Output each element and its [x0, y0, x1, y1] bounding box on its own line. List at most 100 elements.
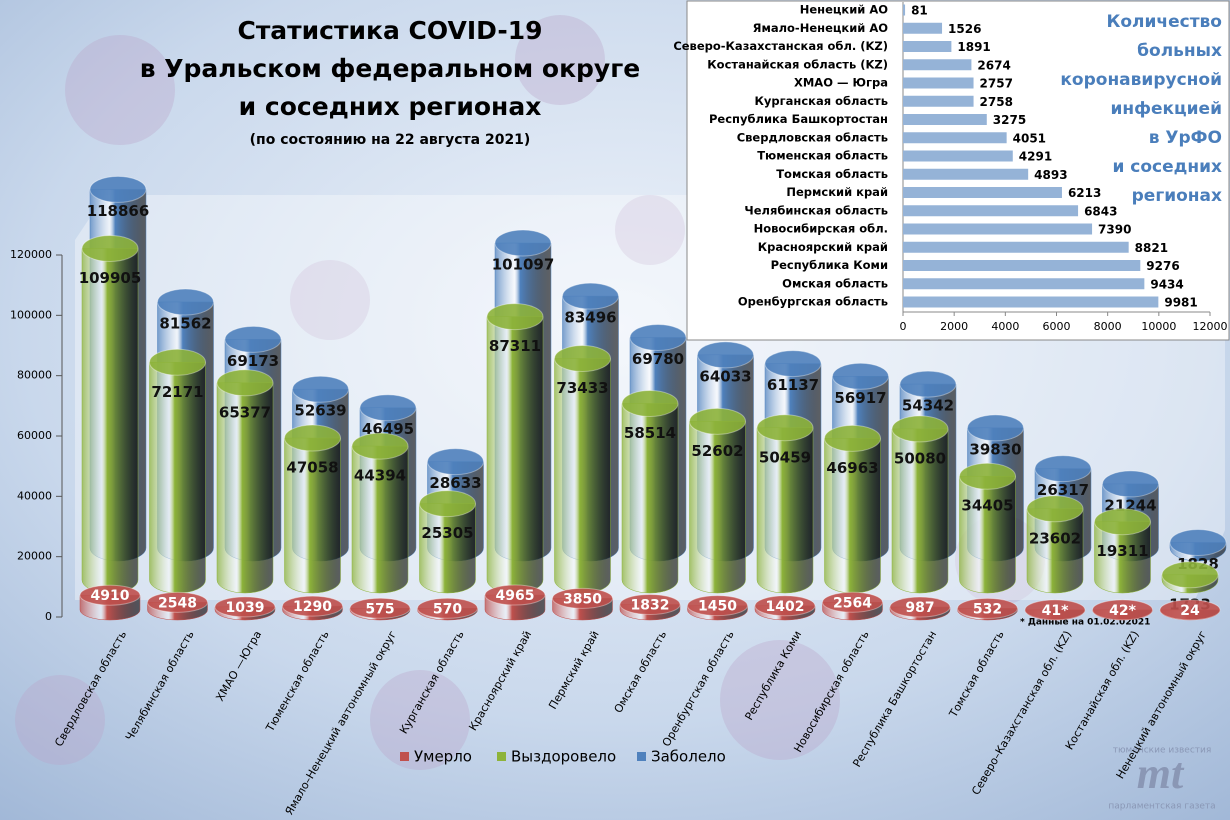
data-label: 2757	[980, 77, 1013, 91]
y-tick-label: Костанайская область (KZ)	[707, 57, 888, 71]
y-tick-label: Красноярский край	[758, 240, 888, 254]
data-label: 52602	[691, 442, 743, 460]
cylinder-cap	[554, 344, 611, 372]
inset-title: Количество	[1106, 12, 1222, 32]
chart-title: Статистика COVID-19	[237, 16, 542, 45]
inset-title: и соседних	[1112, 157, 1222, 177]
chart-title: в Уральском федеральном округе	[140, 54, 641, 83]
y-tick-label: Северо-Казахстанская обл. (KZ)	[673, 39, 888, 53]
legend-swatch	[497, 752, 506, 761]
cylinder-cap	[629, 323, 687, 351]
x-tick-label: 10000	[1141, 320, 1176, 333]
data-label: 34405	[961, 497, 1013, 515]
cylinder-cap	[889, 596, 951, 618]
data-label: 2564	[833, 595, 872, 611]
data-label: 1450	[698, 599, 737, 615]
data-label: 39830	[969, 440, 1021, 458]
data-label: 65377	[219, 403, 271, 421]
data-label: 2674	[977, 58, 1010, 72]
y-tick-label: Омская область	[782, 276, 888, 290]
cylinder-cap	[359, 394, 417, 422]
annotation: * Данные на 01.02.02021	[1020, 618, 1150, 628]
cylinder-cap	[149, 348, 206, 376]
y-tick-label: 80000	[17, 369, 52, 382]
cylinder-cap	[754, 595, 816, 617]
data-label: 25305	[421, 524, 473, 542]
data-label: 81	[911, 4, 928, 18]
cylinder-cap	[959, 462, 1016, 490]
y-tick-label: Курганская область	[755, 94, 888, 108]
cylinder-body	[351, 445, 409, 594]
chart-subtitle: (по состоянию на 22 августа 2021)	[250, 132, 531, 148]
data-label: 87311	[489, 337, 541, 355]
cylinder-cap	[284, 424, 341, 452]
cylinder-cap	[619, 593, 681, 615]
data-label: 2758	[980, 95, 1013, 109]
cylinder-body	[419, 503, 476, 594]
y-tick-label: ХМАО — Югра	[794, 76, 888, 90]
cylinder-body	[1026, 508, 1084, 594]
data-label: 575	[365, 601, 394, 617]
bar	[903, 205, 1079, 217]
cylinder-cap	[79, 584, 141, 606]
data-label: 58514	[624, 424, 676, 442]
y-tick-label: 100000	[10, 308, 52, 321]
x-tick-label: 2000	[940, 320, 968, 333]
cylinder-cap	[764, 350, 822, 378]
cylinder-cap	[822, 591, 883, 613]
data-label: 4910	[91, 588, 130, 604]
y-tick-label: 20000	[17, 550, 52, 563]
cylinder-cap	[494, 229, 552, 257]
cylinder-body	[621, 403, 679, 594]
bar	[903, 223, 1093, 235]
bar	[903, 41, 952, 52]
data-label: 83496	[564, 309, 616, 327]
data-label: 9981	[1164, 296, 1197, 310]
logo-top: тюменские известия	[1113, 746, 1212, 756]
y-tick-label: Новосибирская обл.	[754, 222, 888, 236]
bar	[903, 22, 943, 34]
cylinder-cap	[824, 424, 881, 452]
y-tick-label: Томская область	[776, 167, 888, 181]
cylinder-cap	[1094, 508, 1151, 536]
data-label: 1290	[293, 599, 332, 615]
inset-title: коронавирусной	[1060, 70, 1222, 90]
bar	[903, 132, 1007, 144]
cylinder-cap	[157, 288, 214, 316]
x-tick-label: 8000	[1094, 320, 1122, 333]
data-label: 1891	[957, 40, 990, 54]
data-label: 69780	[632, 350, 684, 368]
cylinder-cap	[224, 325, 282, 353]
bar	[903, 168, 1029, 180]
cylinder-cap	[349, 597, 411, 619]
y-tick-label: Пермский край	[786, 185, 888, 199]
legend-label: Умерло	[414, 748, 472, 766]
cylinder-cap	[899, 370, 957, 398]
data-label: 54342	[902, 397, 954, 415]
bar	[903, 241, 1129, 253]
y-tick-label: 40000	[17, 489, 52, 502]
x-tick-label: 6000	[1043, 320, 1071, 333]
cylinder-cap	[214, 596, 276, 618]
legend-swatch	[637, 752, 646, 761]
data-label: 42*	[1109, 603, 1136, 619]
cylinder-cap	[216, 369, 274, 397]
inset-title: инфекцией	[1110, 99, 1222, 119]
cylinder-cap	[417, 597, 478, 619]
y-tick-label: Свердловская область	[737, 130, 888, 144]
cylinder-cap	[891, 415, 949, 443]
cylinder-cap	[756, 414, 814, 442]
bar	[903, 150, 1013, 162]
y-tick-label: Ненецкий АО	[800, 3, 889, 17]
y-tick-label: 120000	[10, 248, 52, 261]
bar	[903, 187, 1062, 198]
y-tick-label: Республика Башкортостан	[709, 112, 888, 126]
data-label: 109905	[79, 269, 142, 287]
x-tick-label: 0	[900, 320, 907, 333]
inset-title: регионах	[1132, 186, 1222, 206]
data-label: 987	[905, 600, 934, 616]
cylinder-body	[756, 427, 814, 594]
data-label: 1402	[766, 599, 805, 615]
cylinder-cap	[689, 407, 746, 435]
